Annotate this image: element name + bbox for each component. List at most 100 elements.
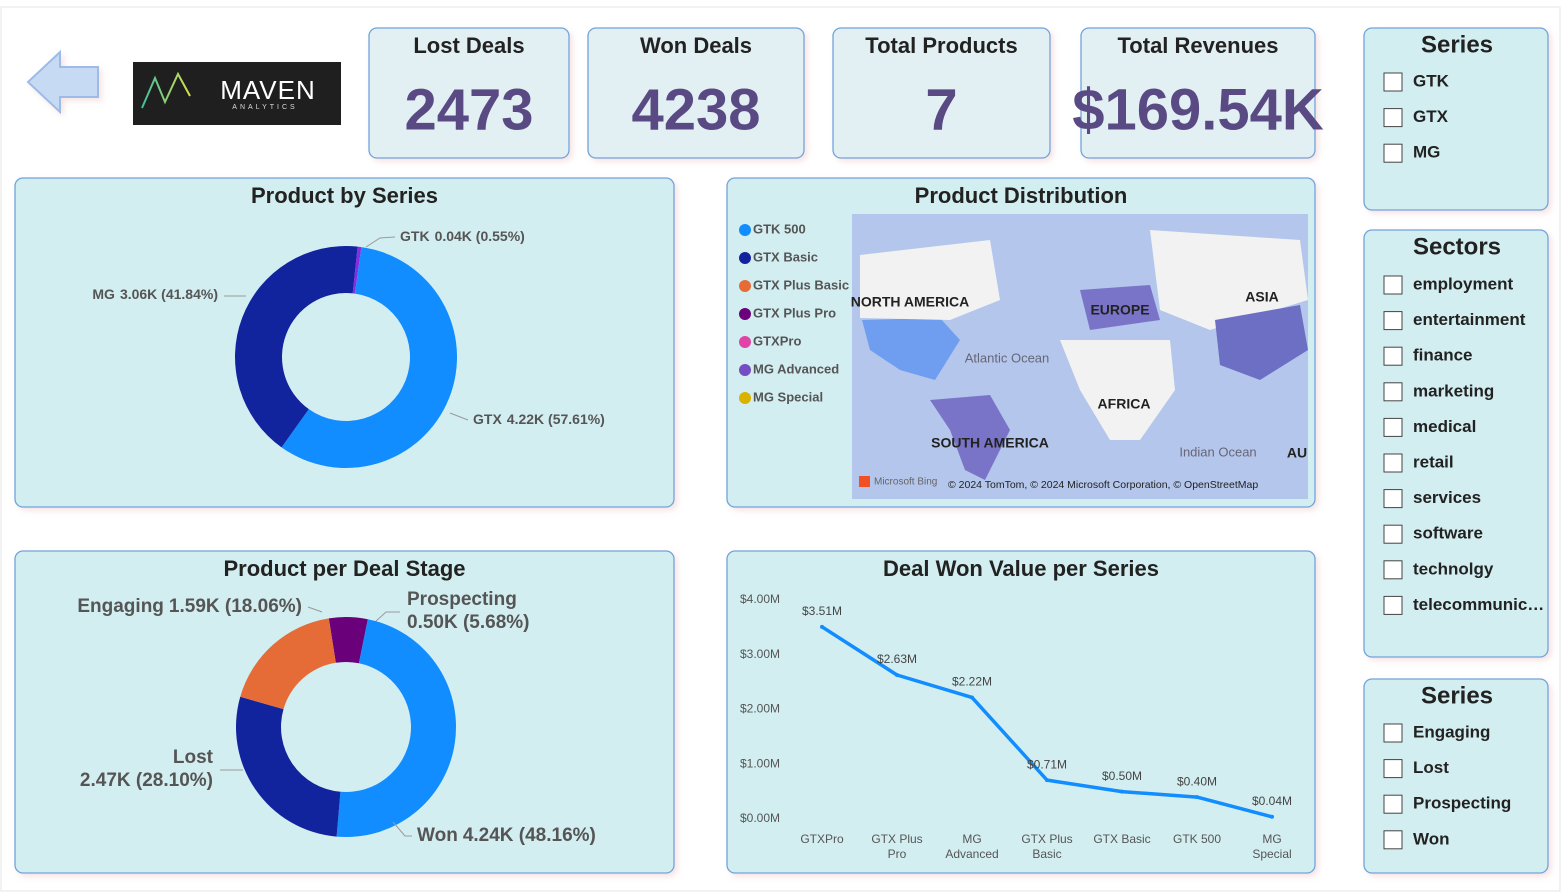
legend-label: GTXPro [753,333,801,348]
slicer-item: Engaging [1413,722,1490,741]
chart-title: Product Distribution [915,183,1128,208]
category-label: Lost [173,747,214,768]
legend-label: GTX Plus Pro [753,305,836,320]
checkbox[interactable] [1383,524,1403,544]
legend-swatch [739,392,751,404]
y-tick-label: $4.00M [740,592,780,606]
map-region [1215,305,1308,380]
x-tick-label: MG Special [1252,832,1292,861]
legend-label: GTX Plus Basic [753,277,849,292]
line-point [1120,789,1124,794]
value-label: 3.06K (41.84%) [120,286,218,302]
map-region [930,395,1010,480]
checkbox[interactable] [1383,346,1403,366]
logo-box [133,62,341,125]
panel [832,27,1051,159]
checkbox[interactable] [1383,595,1403,615]
leader-line [365,236,396,248]
category-label: Won [417,825,458,846]
legend-label: MG Advanced [753,361,839,376]
panel [1080,27,1316,159]
slicer-item: finance [1413,346,1473,365]
map-label: AFRICA [1098,396,1151,412]
checkbox[interactable] [1383,489,1403,509]
checkbox[interactable] [1383,417,1403,437]
y-tick-label: $1.00M [740,756,780,770]
value-label: 4.24K (48.16%) [463,825,596,846]
checkbox[interactable] [1383,830,1403,850]
checkbox[interactable] [1383,759,1403,779]
slicer-title: Series [1421,31,1493,58]
data-label: $0.50M [1102,769,1142,783]
slicer-item: telecommunic… [1413,595,1544,614]
checkbox[interactable] [1383,311,1403,331]
checkbox[interactable] [1383,723,1403,743]
panel [1363,678,1549,874]
data-label: $0.04M [1252,794,1292,808]
panel [14,177,675,508]
slicer-item: marketing [1413,381,1494,400]
pie-slice [234,246,358,448]
checkbox[interactable] [1383,560,1403,580]
kpi-value: 2473 [404,77,533,142]
slicer-item: employment [1413,274,1513,293]
line-point [820,624,824,629]
map-label: Atlantic Ocean [965,350,1050,365]
panel [1363,27,1549,211]
panel [368,27,570,159]
map-region [860,240,1000,320]
map-region [1080,285,1160,330]
data-label: $2.22M [952,675,992,689]
data-label: Won 4.24K (48.16%) [417,825,596,846]
checkbox[interactable] [1383,108,1403,128]
pie-slice [281,247,457,469]
kpi-value: 4238 [631,77,760,142]
leader-line [392,821,412,837]
category-label: MG [92,286,115,302]
chart-title: Product by Series [251,183,438,208]
panel [587,27,805,159]
checkbox[interactable] [1383,794,1403,814]
line-point [1045,778,1049,783]
data-label: $3.51M [802,604,842,618]
slicer-item: Lost [1413,758,1449,777]
legend-swatch [739,336,751,348]
y-tick-label: $0.00M [740,811,780,825]
slicer-item: Won [1413,829,1450,848]
legend-swatch [739,224,751,236]
line-point [970,695,974,700]
data-label: $2.63M [877,652,917,666]
chart-title: Deal Won Value per Series [883,556,1159,581]
legend-swatch [739,252,751,264]
slicer-title: Sectors [1413,233,1501,260]
slicer-item: services [1413,488,1481,507]
x-tick-label: MG Advanced [945,832,999,861]
value-label: 4.22K (57.61%) [507,411,605,427]
checkbox[interactable] [1383,143,1403,163]
logo-subtext: ANALYTICS [232,104,297,111]
logo-text: MAVEN [220,75,316,105]
x-tick-label: GTXPro [800,832,844,846]
checkbox[interactable] [1383,382,1403,402]
pie-slice [236,696,341,837]
slicer-item: GTK [1413,71,1450,90]
map-label: EUROPE [1090,302,1149,318]
back-button[interactable] [26,49,99,115]
checkbox[interactable] [1383,453,1403,473]
category-label: Prospecting [407,589,517,610]
slicer-item: software [1413,524,1483,543]
panel [726,550,1316,874]
data-label: MG 3.06K (41.84%) [92,286,218,302]
page-frame [0,6,1561,892]
data-label: Engaging 1.59K (18.06%) [77,596,302,617]
x-tick-label: GTX Basic [1093,832,1151,846]
map-region [1150,230,1308,330]
data-label: $0.40M [1177,774,1217,788]
leader-line [374,611,400,623]
checkbox[interactable] [1383,275,1403,295]
value-label: 1.59K (18.06%) [169,596,302,617]
slicer-title: Series [1421,682,1493,709]
legend-swatch [739,364,751,376]
checkbox[interactable] [1383,72,1403,92]
